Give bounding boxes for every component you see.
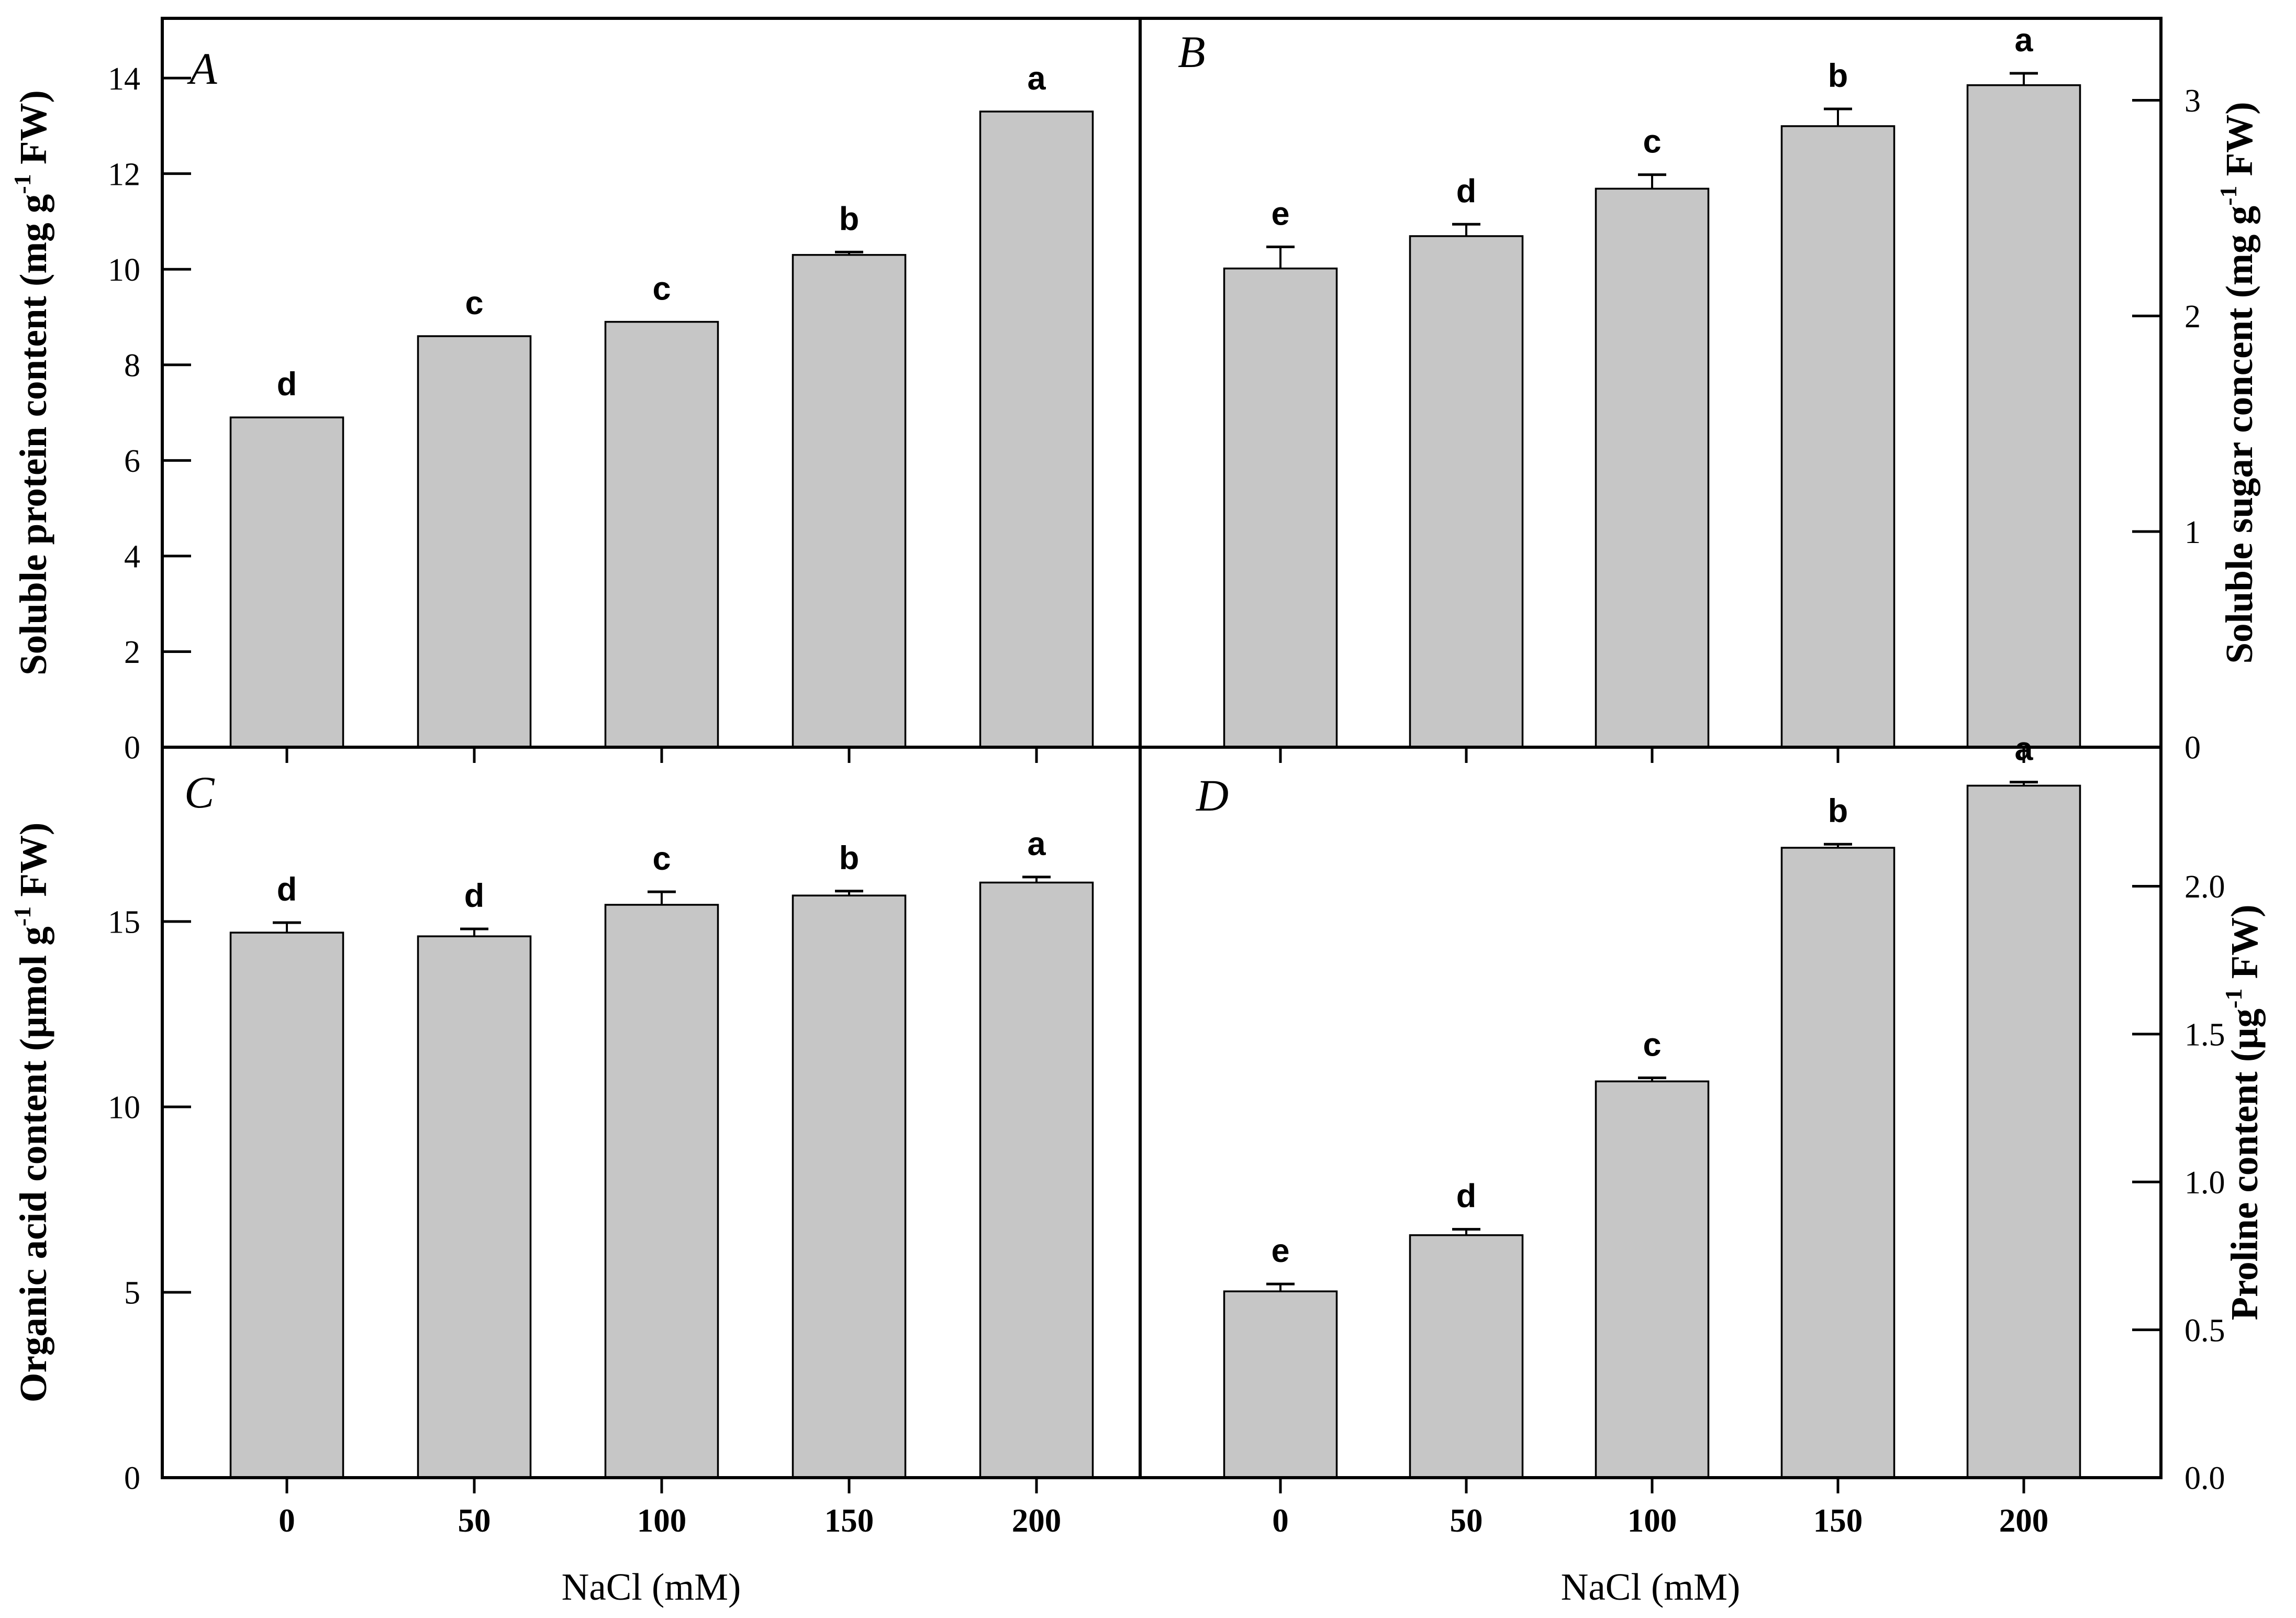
y-axis-tick-label: 8 <box>124 348 140 383</box>
x-axis-tick-label: 0 <box>278 1502 295 1539</box>
y-axis-tick-label: 10 <box>108 1090 140 1126</box>
x-axis-title: NaCl (mM) <box>1561 1566 1741 1608</box>
bar-D-200 <box>1966 784 2081 1479</box>
y-axis-tick-label: 0 <box>2184 730 2201 766</box>
bar-B-0 <box>1223 267 1338 748</box>
significance-letter: a <box>2014 731 2033 768</box>
x-axis-tick-label: 150 <box>824 1502 874 1539</box>
y-axis-tick-label: 15 <box>108 905 140 940</box>
y-axis-tick-label: 1 <box>2184 515 2201 550</box>
y-axis-tick-label: 0.5 <box>2184 1313 2225 1348</box>
significance-letter: d <box>1456 1178 1476 1215</box>
y-axis-title: Proline content (μg-1 FW) <box>2220 904 2266 1320</box>
y-axis-tick-label: 3 <box>2184 83 2201 119</box>
significance-letter: d <box>277 366 297 403</box>
bar-B-150 <box>1780 125 1896 748</box>
bar-D-150 <box>1780 847 1896 1479</box>
y-axis-title: Soluble sugar concent (mg g-1 FW) <box>2215 102 2260 663</box>
significance-letter: b <box>839 201 859 237</box>
significance-letter: a <box>2014 22 2033 59</box>
y-axis-title: Soluble protein content (mg g-1 FW) <box>9 90 54 675</box>
bar-A-150 <box>792 254 907 748</box>
bar-A-200 <box>979 110 1094 748</box>
bar-B-50 <box>1409 235 1524 748</box>
x-axis-tick-label: 150 <box>1813 1502 1863 1539</box>
x-axis-title: NaCl (mM) <box>562 1566 741 1608</box>
panel-letter-A: A <box>187 43 217 94</box>
panel-A: d c c b a 0 2 4 6 8 10 12 14 Soluble protein content … <box>9 43 1094 766</box>
x-axis-tick-label: 50 <box>458 1502 491 1539</box>
bar-C-100 <box>604 904 719 1479</box>
significance-letter: b <box>839 840 859 877</box>
y-axis-tick-label: 5 <box>124 1276 140 1311</box>
bar-B-100 <box>1595 187 1710 748</box>
x-axis-tick-label: 50 <box>1450 1502 1483 1539</box>
significance-letter: d <box>1456 173 1476 209</box>
bar-C-50 <box>417 935 532 1479</box>
panel-B: e d c b a 0 1 2 3 Soluble sugar concent (mg g-1 F… <box>1178 22 2260 766</box>
y-axis-tick-label: 1.0 <box>2184 1165 2225 1201</box>
bar-A-50 <box>417 335 532 748</box>
y-axis-tick-label: 4 <box>124 539 140 575</box>
x-axis-tick-label: 0 <box>1272 1502 1289 1539</box>
significance-letter: a <box>1027 826 1046 862</box>
y-axis-tick-label: 2 <box>124 635 140 670</box>
bar-C-150 <box>792 894 907 1479</box>
bar-B-200 <box>1966 84 2081 748</box>
y-axis-tick-label: 0.0 <box>2184 1461 2225 1497</box>
y-axis-tick-label: 6 <box>124 444 140 479</box>
significance-letter: c <box>652 271 671 307</box>
panel-letter-C: C <box>184 767 215 817</box>
y-axis-tick-label: 2 <box>2184 299 2201 335</box>
significance-letter: e <box>1271 1233 1289 1269</box>
bar-D-50 <box>1409 1234 1524 1479</box>
panel-letter-D: D <box>1196 770 1229 821</box>
significance-letter: c <box>1643 1026 1661 1063</box>
significance-letter: b <box>1828 58 1848 94</box>
bar-D-100 <box>1595 1080 1710 1479</box>
y-axis-tick-label: 0 <box>124 730 140 766</box>
significance-letter: c <box>652 840 671 877</box>
bar-C-200 <box>979 881 1094 1479</box>
significance-letter: d <box>464 878 484 914</box>
y-axis-tick-label: 0 <box>124 1461 140 1497</box>
significance-letter: c <box>465 285 483 322</box>
bar-C-0 <box>229 932 344 1479</box>
x-axis-tick-label: 200 <box>1012 1502 1062 1539</box>
x-axis-tick-label: 100 <box>637 1502 687 1539</box>
y-axis-tick-label: 1.5 <box>2184 1017 2225 1053</box>
panel-D: e d c b a 0.0 0.5 1.0 1.5 2.0 0 50 100 150 200 NaCl (mM… <box>1196 731 2266 1608</box>
y-axis-tick-label: 14 <box>108 61 140 97</box>
y-axis-title: Organic acid content (μmol g-1 FW) <box>9 823 54 1403</box>
bar-D-0 <box>1223 1290 1338 1479</box>
x-axis-tick-label: 100 <box>1628 1502 1677 1539</box>
significance-letter: b <box>1828 793 1848 829</box>
significance-letter: c <box>1643 124 1661 160</box>
x-axis-tick-label: 200 <box>1999 1502 2049 1539</box>
bar-A-0 <box>229 416 344 748</box>
significance-letter: d <box>277 871 297 908</box>
bar-A-100 <box>604 320 719 748</box>
panel-letter-B: B <box>1178 27 1206 77</box>
y-axis-tick-label: 12 <box>108 157 140 192</box>
y-axis-tick-label: 2.0 <box>2184 869 2225 905</box>
significance-letter: e <box>1271 196 1289 232</box>
significance-letter: a <box>1027 60 1046 97</box>
y-axis-tick-label: 10 <box>108 252 140 288</box>
